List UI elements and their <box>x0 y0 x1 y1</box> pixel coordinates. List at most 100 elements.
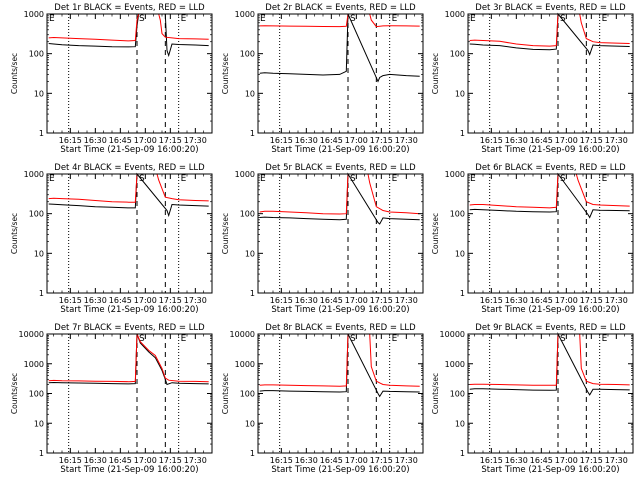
x-tick-label: 16:30 <box>295 296 318 305</box>
x-axis-label: Start Time (21-Sep-09 16:00:20) <box>271 305 409 315</box>
x-axis-label: Start Time (21-Sep-09 16:00:20) <box>60 145 198 155</box>
x-tick-label: 17:15 <box>580 456 603 465</box>
x-tick-label: 16:15 <box>59 136 82 145</box>
time-marker-label: E <box>602 334 608 344</box>
y-tick-label: 1 <box>250 449 255 458</box>
lld-series-line <box>48 173 209 203</box>
y-axis-label: Counts/sec <box>221 213 230 254</box>
y-axis-label: Counts/sec <box>10 53 19 94</box>
y-tick-label: 100 <box>29 210 44 219</box>
lld-series-line <box>259 13 420 28</box>
x-tick-label: 17:15 <box>159 456 182 465</box>
y-tick-label: 10000 <box>19 330 44 339</box>
plot-frame <box>257 173 424 294</box>
time-marker-label: S <box>139 334 145 344</box>
panel-title: Det 6r BLACK = Events, RED = LLD <box>475 163 626 173</box>
time-marker-label: E <box>49 14 55 24</box>
y-tick-label: 1 <box>250 289 255 298</box>
events-series-line <box>469 332 630 396</box>
x-tick-label: 17:30 <box>395 296 418 305</box>
y-tick-label: 1 <box>39 449 44 458</box>
x-axis-label: Start Time (21-Sep-09 16:00:20) <box>481 465 619 475</box>
time-marker-label: S <box>560 14 566 24</box>
time-marker-label: S <box>560 334 566 344</box>
time-marker-label: S <box>560 174 566 184</box>
plot-frame <box>46 173 213 294</box>
x-tick-label: 17:15 <box>370 136 393 145</box>
x-tick-label: 17:30 <box>605 136 628 145</box>
panel-title: Det 3r BLACK = Events, RED = LLD <box>475 3 626 13</box>
plot-frame <box>257 13 424 134</box>
x-axis-label: Start Time (21-Sep-09 16:00:20) <box>481 145 619 155</box>
x-tick-label: 16:30 <box>84 136 107 145</box>
x-tick-label: 16:15 <box>480 296 503 305</box>
y-tick-label: 100 <box>240 50 255 59</box>
time-marker-label: E <box>181 14 187 24</box>
time-marker-label: E <box>181 174 187 184</box>
x-tick-label: 17:00 <box>134 456 157 465</box>
x-axis-label: Start Time (21-Sep-09 16:00:20) <box>60 465 198 475</box>
x-axis-label: Start Time (21-Sep-09 16:00:20) <box>481 305 619 315</box>
y-tick-label: 1 <box>39 289 44 298</box>
x-tick-label: 17:00 <box>134 296 157 305</box>
panel-title: Det 1r BLACK = Events, RED = LLD <box>54 3 205 13</box>
y-tick-label: 10 <box>34 249 44 258</box>
x-tick-label: 16:15 <box>59 296 82 305</box>
events-series-line <box>259 13 420 83</box>
time-marker-label: S <box>350 14 356 24</box>
events-series-line <box>469 172 630 219</box>
x-tick-label: 17:15 <box>580 296 603 305</box>
x-tick-label: 17:15 <box>370 456 393 465</box>
x-tick-label: 16:15 <box>480 456 503 465</box>
x-tick-label: 17:30 <box>184 136 207 145</box>
y-tick-label: 1 <box>460 129 465 138</box>
y-tick-label: 1000 <box>445 170 465 179</box>
y-tick-label: 10 <box>245 249 255 258</box>
plot-frame <box>467 173 634 294</box>
x-tick-label: 16:30 <box>505 456 528 465</box>
y-tick-label: 10 <box>455 419 465 428</box>
plot-frame <box>46 13 213 134</box>
y-tick-label: 1000 <box>445 360 465 369</box>
y-tick-label: 1 <box>250 129 255 138</box>
x-tick-label: 17:15 <box>159 136 182 145</box>
events-series-line <box>469 12 630 57</box>
x-tick-label: 17:30 <box>184 456 207 465</box>
x-axis-label: Start Time (21-Sep-09 16:00:20) <box>271 465 409 475</box>
y-axis-label: Counts/sec <box>431 213 440 254</box>
x-tick-label: 17:00 <box>555 136 578 145</box>
y-tick-label: 100 <box>450 390 465 399</box>
x-tick-label: 16:15 <box>270 136 293 145</box>
y-axis-label: Counts/sec <box>431 53 440 94</box>
y-tick-label: 1000 <box>235 170 255 179</box>
y-tick-label: 100 <box>240 210 255 219</box>
y-tick-label: 10000 <box>230 330 255 339</box>
y-tick-label: 1 <box>460 289 465 298</box>
x-tick-label: 17:15 <box>159 296 182 305</box>
y-tick-label: 1000 <box>24 10 44 19</box>
events-series-line <box>48 333 209 386</box>
x-tick-label: 16:45 <box>320 296 343 305</box>
lld-series-line <box>48 333 209 383</box>
x-tick-label: 16:30 <box>505 296 528 305</box>
y-tick-label: 10 <box>245 419 255 428</box>
y-tick-label: 100 <box>450 210 465 219</box>
y-tick-label: 1 <box>460 449 465 458</box>
time-marker-label: E <box>602 14 608 24</box>
time-marker-label: E <box>470 14 476 24</box>
panel-title: Det 5r BLACK = Events, RED = LLD <box>265 163 416 173</box>
time-marker-label: E <box>49 174 55 184</box>
x-tick-label: 17:00 <box>345 456 368 465</box>
x-tick-label: 16:45 <box>530 456 553 465</box>
lld-series-line <box>469 173 630 209</box>
y-tick-label: 10 <box>34 89 44 98</box>
x-tick-label: 17:15 <box>370 296 393 305</box>
x-tick-label: 16:45 <box>530 136 553 145</box>
lld-series-line <box>259 333 420 387</box>
x-tick-label: 16:15 <box>270 296 293 305</box>
y-tick-label: 1000 <box>235 10 255 19</box>
